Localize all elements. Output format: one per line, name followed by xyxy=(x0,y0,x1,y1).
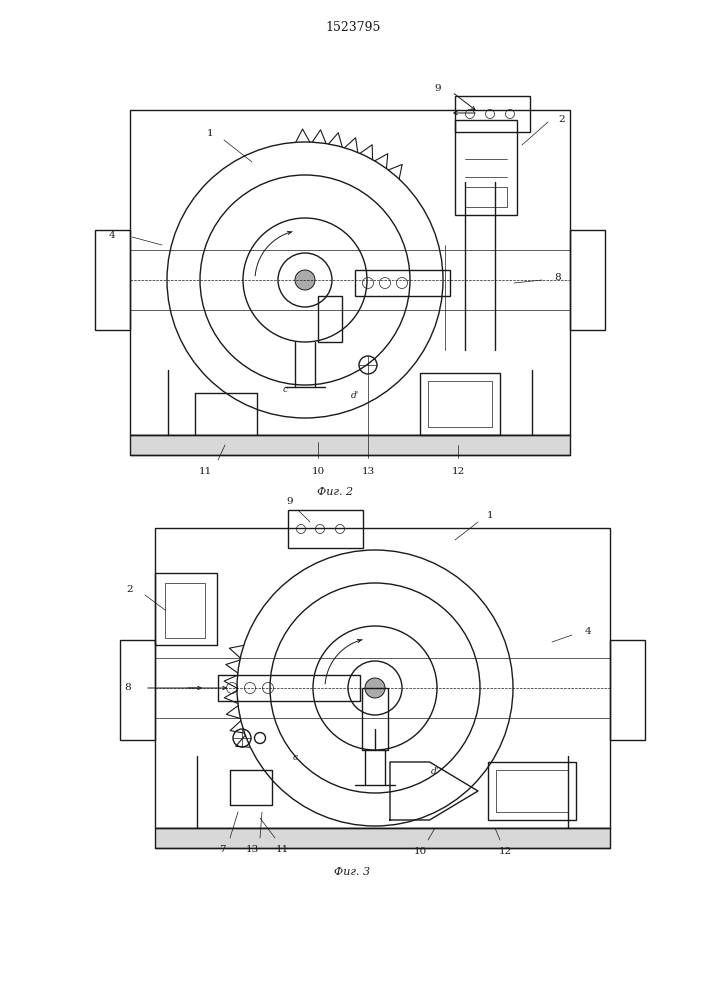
Text: 2: 2 xyxy=(559,115,566,124)
Text: 10: 10 xyxy=(311,468,325,477)
Bar xyxy=(610,640,645,740)
Bar xyxy=(428,381,492,427)
Bar xyxy=(455,96,530,132)
Bar xyxy=(288,510,363,548)
Bar xyxy=(496,770,568,812)
Text: 7: 7 xyxy=(218,846,226,854)
Bar xyxy=(455,120,517,215)
Text: d': d' xyxy=(431,768,439,776)
Bar xyxy=(465,187,507,207)
Text: 11: 11 xyxy=(275,846,288,854)
Text: 13: 13 xyxy=(245,846,259,854)
Bar xyxy=(155,528,610,828)
Text: 9: 9 xyxy=(435,84,441,93)
Bar xyxy=(165,583,205,638)
Text: 8: 8 xyxy=(124,684,132,692)
Text: 1523795: 1523795 xyxy=(326,21,381,34)
Text: d': d' xyxy=(351,390,359,399)
Text: 4: 4 xyxy=(109,231,115,239)
Bar xyxy=(130,110,570,435)
Bar xyxy=(570,230,605,330)
Text: Фиг. 3: Фиг. 3 xyxy=(334,867,370,877)
Bar xyxy=(420,373,500,435)
Text: 8: 8 xyxy=(555,273,561,282)
Circle shape xyxy=(365,678,385,698)
Text: 11: 11 xyxy=(199,468,211,477)
Bar xyxy=(95,230,130,330)
Bar xyxy=(120,640,155,740)
Text: 2: 2 xyxy=(127,586,134,594)
Text: 1: 1 xyxy=(206,129,214,138)
Text: 4: 4 xyxy=(585,628,591,637)
Bar xyxy=(488,762,576,820)
Text: 1: 1 xyxy=(486,511,493,520)
Bar xyxy=(218,675,360,701)
Bar xyxy=(362,688,388,750)
Circle shape xyxy=(295,270,315,290)
Bar xyxy=(230,770,272,805)
Text: Фиг. 2: Фиг. 2 xyxy=(317,487,353,497)
Bar xyxy=(155,573,217,645)
Text: c: c xyxy=(283,385,288,394)
Bar xyxy=(155,828,610,848)
Text: 10: 10 xyxy=(414,848,426,856)
Text: 12: 12 xyxy=(498,848,512,856)
Bar xyxy=(130,435,570,455)
Text: 9: 9 xyxy=(286,497,293,506)
Text: 12: 12 xyxy=(451,468,464,477)
Bar xyxy=(318,296,342,342)
Bar xyxy=(355,270,450,296)
Text: c: c xyxy=(293,754,298,762)
Text: 13: 13 xyxy=(361,468,375,477)
